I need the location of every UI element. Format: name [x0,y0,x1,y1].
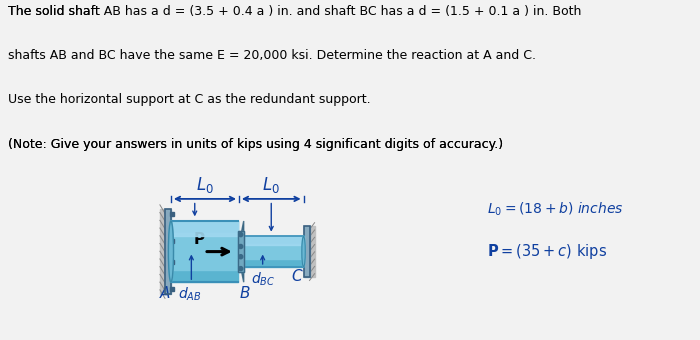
Text: $d_{BC}$: $d_{BC}$ [251,270,275,288]
Circle shape [239,255,243,259]
Text: Use the horizontal support at C as the redundant support.: Use the horizontal support at C as the r… [8,94,371,106]
Text: The solid shaft AB has a d = (3.5 + 0.4 a ) in. and shaft BC has a d = (1.5 + 0.: The solid shaft AB has a d = (3.5 + 0.4 … [8,5,582,18]
Text: shafts AB and BC have the same E = 20,000 ksi. Determine the reaction at A and C: shafts AB and BC have the same E = 20,00… [8,49,536,62]
Bar [170,287,174,291]
Bar [238,231,244,272]
Bar [170,239,174,243]
Ellipse shape [302,236,305,267]
Bar [304,226,309,277]
Circle shape [239,233,243,237]
Text: $\mathbf{P} = (35 + c)$ kips: $\mathbf{P} = (35 + c)$ kips [487,242,607,261]
Bar [241,236,304,267]
Bar [238,231,244,272]
Text: $L_0$: $L_0$ [196,175,214,194]
Text: C: C [291,269,302,284]
Text: $L_0$: $L_0$ [262,175,280,194]
Circle shape [239,267,243,271]
Bar [160,209,165,294]
Bar [171,233,238,270]
Text: $L_0 = (18 + b)$ inches: $L_0 = (18 + b)$ inches [487,200,624,218]
Bar [171,221,238,236]
Text: $d_{AB}$: $d_{AB}$ [178,286,202,303]
Text: A: A [160,286,170,302]
Bar [309,226,314,277]
Bar [165,209,171,294]
Text: The solid shaft: The solid shaft [8,5,104,18]
Text: (Note: Give your answers in units of kips using 4 significant digits of accuracy: (Note: Give your answers in units of kip… [8,138,503,151]
Ellipse shape [169,221,174,282]
Bar [241,236,304,245]
Circle shape [239,244,243,249]
Text: (Note: Give your answers in units of kips using 4 significant digits of accuracy: (Note: Give your answers in units of kip… [8,138,503,151]
Bar [170,260,174,264]
Polygon shape [241,221,244,282]
Text: P: P [193,232,204,246]
Text: B: B [240,286,251,302]
Bar [170,212,174,216]
Bar [171,221,238,282]
Bar [165,209,171,294]
Bar [304,226,309,277]
Bar [241,244,304,259]
